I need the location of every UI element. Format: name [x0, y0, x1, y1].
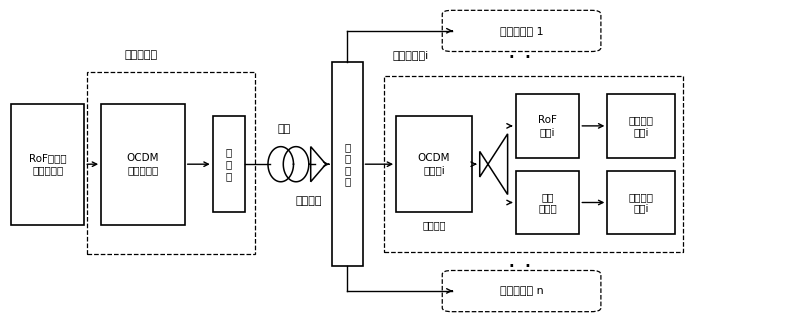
Text: 无线用户
终端i: 无线用户 终端i [629, 115, 654, 137]
Polygon shape [310, 147, 326, 182]
Bar [396, 116, 472, 212]
Text: ·  ·: · · [509, 259, 530, 274]
Text: OCDM
解码器i: OCDM 解码器i [418, 153, 450, 175]
Bar [87, 71, 255, 253]
Polygon shape [480, 134, 508, 194]
Text: 光网络单元i: 光网络单元i [392, 51, 428, 61]
Bar [607, 94, 675, 158]
Bar [213, 116, 245, 212]
Bar [515, 94, 579, 158]
Bar [384, 76, 683, 252]
Text: 光线路终端: 光线路终端 [125, 51, 158, 61]
Text: RoF中心站
（多光源）: RoF中心站 （多光源） [29, 153, 66, 175]
Bar [11, 104, 84, 225]
Text: 耦
合
器: 耦 合 器 [226, 147, 232, 181]
Text: 光放大器: 光放大器 [295, 196, 322, 206]
Text: 光网络单元 n: 光网络单元 n [500, 286, 543, 296]
Bar [515, 171, 579, 234]
Text: RoF
基站i: RoF 基站i [538, 115, 557, 137]
FancyBboxPatch shape [442, 270, 601, 312]
Text: OCDM
编码器阵列: OCDM 编码器阵列 [126, 153, 159, 175]
Text: 光纤: 光纤 [278, 124, 291, 134]
Text: 解复用器: 解复用器 [422, 220, 446, 230]
Text: 光网络单元 1: 光网络单元 1 [500, 26, 543, 36]
Bar [607, 171, 675, 234]
Text: 解
耦
合
器: 解 耦 合 器 [344, 142, 350, 186]
FancyBboxPatch shape [442, 10, 601, 52]
Text: ·  ·: · · [509, 50, 530, 65]
Text: 光电
探测器: 光电 探测器 [538, 192, 557, 213]
Text: 有线用户
终端i: 有线用户 终端i [629, 192, 654, 213]
Bar [332, 62, 362, 266]
Bar [101, 104, 185, 225]
